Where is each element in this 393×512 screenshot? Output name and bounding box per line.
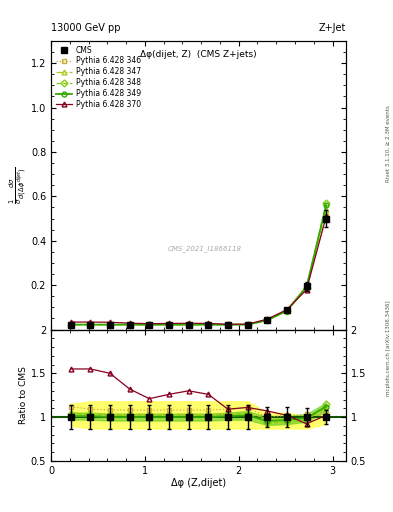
Text: Δφ(dijet, Z)  (CMS Z+jets): Δφ(dijet, Z) (CMS Z+jets) bbox=[140, 50, 257, 58]
Text: Rivet 3.1.10, ≥ 2.3M events: Rivet 3.1.10, ≥ 2.3M events bbox=[386, 105, 391, 182]
Text: mcplots.cern.ch [arXiv:1306.3436]: mcplots.cern.ch [arXiv:1306.3436] bbox=[386, 301, 391, 396]
Y-axis label: Ratio to CMS: Ratio to CMS bbox=[19, 366, 28, 424]
Y-axis label: $\frac{1}{\sigma}\frac{d\sigma}{d(\Delta\phi^{dijet})}$: $\frac{1}{\sigma}\frac{d\sigma}{d(\Delta… bbox=[8, 166, 29, 204]
Text: 13000 GeV pp: 13000 GeV pp bbox=[51, 23, 121, 33]
Text: Z+Jet: Z+Jet bbox=[318, 23, 346, 33]
Text: CMS_2021_I1866118: CMS_2021_I1866118 bbox=[167, 245, 241, 252]
X-axis label: Δφ (Z,dijet): Δφ (Z,dijet) bbox=[171, 478, 226, 488]
Legend: CMS, Pythia 6.428 346, Pythia 6.428 347, Pythia 6.428 348, Pythia 6.428 349, Pyt: CMS, Pythia 6.428 346, Pythia 6.428 347,… bbox=[53, 43, 143, 112]
